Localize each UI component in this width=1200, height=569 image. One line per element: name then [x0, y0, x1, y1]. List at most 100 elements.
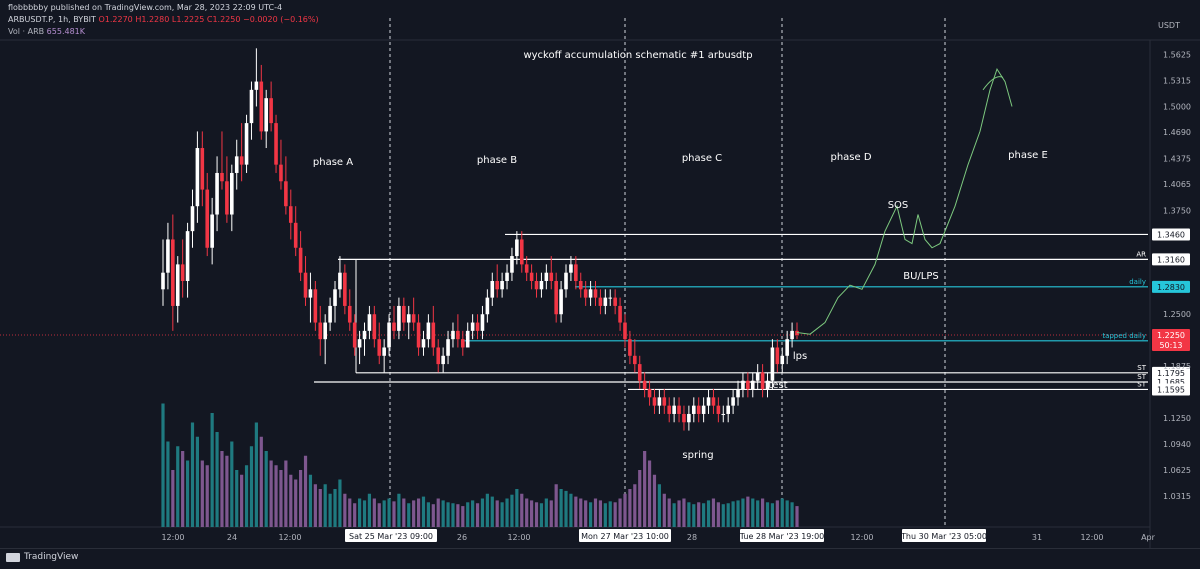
volume-bar [431, 504, 435, 527]
volume-bar [353, 503, 357, 527]
candle-body [441, 355, 445, 365]
candle-body [637, 364, 642, 381]
candle-body [210, 214, 214, 248]
candle-body [175, 264, 180, 306]
volume-bar [412, 500, 416, 527]
volume-bar [407, 503, 411, 527]
volume-bar [652, 474, 657, 527]
volume-bar [530, 500, 534, 527]
candle-body [578, 281, 583, 290]
symbol-label[interactable]: ARBUSDT.P, 1h, BYBIT [8, 15, 96, 24]
time-tick: 28 [687, 533, 697, 542]
volume-bar [643, 451, 647, 527]
candle-body [259, 81, 264, 132]
volume-bar [731, 501, 735, 527]
volume-bar [195, 436, 200, 527]
candle-body [593, 289, 598, 298]
candle-body [264, 98, 269, 132]
volume-label[interactable]: Vol · ARB [8, 27, 45, 36]
candle-body [239, 156, 244, 165]
publisher-line: flobbbbby published on TradingView.com, … [8, 3, 283, 12]
volume-bar [657, 484, 661, 527]
volume-bar [308, 474, 313, 527]
candle-body [215, 172, 219, 215]
candle-body [220, 172, 224, 182]
volume-bar [633, 484, 637, 527]
candle-body [166, 239, 170, 273]
candle-body [382, 347, 386, 356]
volume-bar [426, 502, 430, 527]
candle-body [230, 172, 234, 215]
volume-bar [564, 490, 568, 527]
volume-bar [318, 489, 322, 527]
candle-body [549, 272, 554, 281]
volume-bar [775, 500, 779, 527]
volume-bar [515, 489, 519, 527]
volume-bar [539, 503, 544, 527]
projected-path [796, 67, 1013, 335]
volume-bar [333, 489, 337, 527]
volume-bar [569, 493, 573, 527]
candle-body [195, 148, 200, 207]
volume-line: Vol · ARB 655.481K [8, 27, 85, 36]
volume-bar [313, 484, 317, 527]
candle-body [269, 98, 273, 124]
high-value: H1.2280 [135, 15, 170, 24]
annotation-label: lps [793, 351, 807, 362]
candle-body [436, 347, 441, 365]
candle-body [746, 380, 750, 390]
volume-bar [274, 465, 278, 527]
candle-body [569, 264, 573, 273]
volume-bar [451, 503, 455, 527]
volume-bar [328, 493, 332, 527]
candle-body [352, 322, 357, 348]
candle-body [421, 339, 426, 348]
candle-body [279, 164, 283, 182]
candle-body [790, 330, 794, 340]
candle-body [431, 322, 436, 348]
level-tag: daily [1129, 278, 1146, 286]
candle-body [603, 297, 608, 306]
candle-body [726, 405, 730, 414]
volume-bar [618, 498, 622, 527]
time-tick: 12:00 [1080, 533, 1103, 542]
volume-bar [210, 413, 214, 527]
candle-body [750, 380, 755, 390]
candle-body [323, 322, 327, 340]
level-label: 1.2830 [1157, 283, 1185, 292]
candle-body [696, 405, 701, 414]
level-label-box [1152, 228, 1190, 241]
candle-body [519, 239, 524, 265]
volume-bar [392, 501, 396, 527]
volume-bar [647, 460, 652, 527]
candle-body [780, 355, 785, 365]
price-chart[interactable]: 1.3460 AR 1.3160 daily 1.2830 tapped daily 1.2… [0, 0, 1200, 548]
volume-bar [500, 502, 504, 527]
volume-bar [697, 502, 701, 527]
time-highlight-box [902, 529, 986, 542]
price-tick: 1.5315 [1163, 76, 1191, 85]
volume-bar [559, 489, 563, 527]
volume-bar [244, 465, 249, 527]
candle-body [475, 322, 480, 331]
volume-bar [181, 451, 185, 527]
candle-body [662, 397, 667, 406]
candle-body [313, 289, 318, 323]
time-highlight-box [579, 529, 671, 542]
candle-body [544, 272, 549, 281]
candle-body [343, 272, 347, 306]
volume-bar [299, 470, 303, 527]
level-tag: ST [1137, 380, 1146, 388]
volume-bar [480, 498, 485, 527]
volume-bar [702, 503, 706, 527]
candle-body [500, 281, 504, 290]
volume-bar [343, 493, 347, 527]
chart-title: wyckoff accumulation schematic #1 arbusd… [523, 50, 752, 61]
volume-bar [495, 500, 499, 527]
phase-label: phase E [1008, 150, 1048, 161]
annotation-label: SOS [888, 200, 909, 211]
candle-body [244, 123, 249, 165]
candle-body [515, 239, 519, 257]
volume-bar [348, 498, 352, 527]
price-tick: 1.0625 [1163, 466, 1191, 475]
